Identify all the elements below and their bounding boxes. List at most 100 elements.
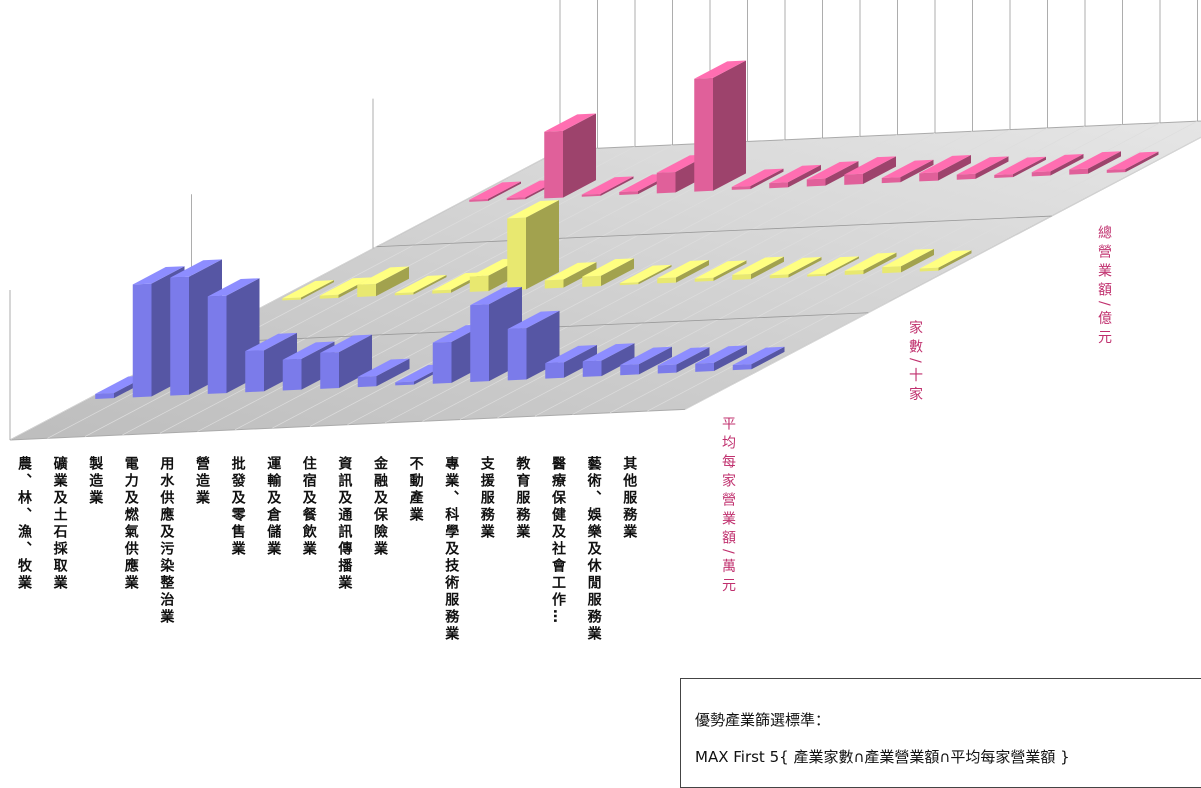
bar-top — [507, 310, 560, 330]
bar — [357, 358, 410, 388]
category-label: 教育服務業 — [514, 456, 531, 541]
bars — [95, 60, 1159, 400]
bar-top — [582, 343, 635, 362]
bar-side — [488, 181, 521, 201]
bar-front — [994, 174, 1013, 179]
bar — [1069, 151, 1121, 175]
bar-top — [844, 156, 896, 175]
category-label: 礦業及土石採取業 — [51, 456, 68, 592]
bar — [394, 275, 447, 296]
bar-front — [320, 352, 339, 389]
bar-side — [563, 113, 596, 198]
bar-side — [863, 156, 896, 184]
bar-top — [657, 347, 710, 366]
bar-side — [900, 159, 934, 183]
bar-front — [882, 266, 901, 274]
bar — [844, 252, 897, 275]
bar-front — [470, 304, 489, 383]
bar — [620, 346, 672, 376]
bar-front — [731, 185, 751, 190]
bar-top — [1069, 151, 1121, 170]
bar — [469, 181, 521, 202]
bar-top — [769, 256, 822, 276]
category-label: 農、林、漁、牧業 — [16, 456, 32, 592]
bar-top — [807, 256, 859, 275]
bar-side — [750, 168, 784, 190]
bar-side — [676, 347, 710, 373]
bar — [657, 260, 709, 284]
bar-front — [732, 364, 752, 371]
category-label: 其他服務業 — [621, 456, 638, 541]
bar-top — [994, 156, 1046, 175]
bar — [732, 256, 784, 281]
bar-side — [1088, 151, 1121, 174]
bar-side — [376, 266, 409, 297]
bar-front — [656, 171, 676, 194]
category-label: 資訊及通訊傳播業 — [336, 456, 353, 592]
bar — [1031, 153, 1084, 177]
bar — [582, 258, 634, 287]
bar-top — [357, 266, 409, 285]
bar-front — [395, 381, 414, 386]
bar — [694, 60, 746, 192]
bar — [657, 347, 710, 374]
bar-front — [695, 362, 714, 372]
bar-top — [619, 264, 672, 284]
bar-side — [676, 260, 709, 283]
bar-front — [620, 364, 639, 376]
bar-side — [825, 161, 859, 186]
bar-side — [1013, 156, 1046, 178]
bar-front — [469, 275, 489, 292]
bar-front — [506, 197, 526, 201]
bar-front — [544, 130, 563, 199]
bar-front — [507, 328, 527, 381]
category-label: 藝術、娛樂及休閒服務業 — [585, 456, 602, 643]
bar-top — [919, 250, 972, 269]
bar — [731, 168, 784, 190]
bar-front — [545, 362, 564, 379]
bar-top — [544, 262, 597, 281]
bar-front — [956, 173, 976, 180]
bar-top — [769, 164, 821, 184]
bar-front — [319, 294, 339, 299]
bar-front — [769, 182, 788, 189]
bar-side — [563, 262, 597, 288]
bar-side — [863, 252, 897, 275]
bar-front — [844, 269, 864, 275]
bar — [582, 343, 635, 377]
bar-side — [826, 256, 859, 276]
category-label: 運輸及倉儲業 — [265, 456, 282, 558]
criteria-box: 優勢產業篩選標準： MAX First 5{ 產業家數∩產業營業額∩平均每家營業… — [680, 678, 1201, 788]
bar-top — [806, 161, 859, 180]
bar-front — [919, 172, 938, 182]
series-label: 平均每家營業額/萬元 — [720, 416, 736, 597]
bar — [769, 164, 821, 189]
bar-front — [432, 341, 452, 384]
bar-top — [844, 252, 897, 271]
bar-side — [376, 358, 410, 387]
bar-side — [714, 345, 747, 371]
bar — [919, 250, 972, 272]
bar-front — [619, 191, 638, 196]
bar — [956, 156, 1009, 180]
bar-side — [526, 200, 559, 290]
bar-top — [319, 277, 372, 296]
bar-top — [282, 280, 334, 299]
bar-side — [901, 248, 934, 273]
bar-top — [357, 358, 410, 377]
bar-top — [731, 168, 784, 187]
bar-side — [639, 346, 672, 375]
bar-top — [694, 260, 747, 279]
bar-top — [394, 275, 447, 294]
bar — [694, 260, 747, 282]
bar-front — [282, 297, 301, 301]
bar-top — [132, 266, 185, 285]
bar-front — [282, 358, 302, 391]
bar-top — [919, 154, 971, 174]
bar-side — [301, 280, 334, 300]
series-label: 家數/十家 — [907, 320, 923, 406]
bar-front — [881, 177, 901, 184]
category-label: 製造業 — [87, 456, 104, 507]
bar — [357, 266, 409, 298]
